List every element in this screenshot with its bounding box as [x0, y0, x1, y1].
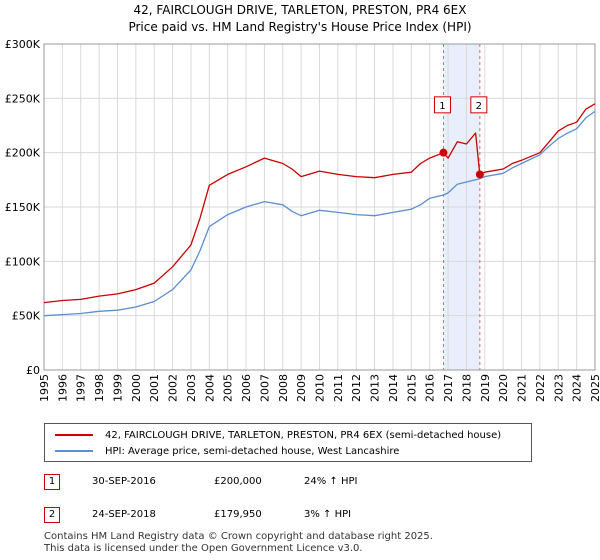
- x-tick-label: 2012: [350, 374, 363, 402]
- y-tick-label: £100K: [5, 255, 41, 268]
- x-tick-label: 2025: [589, 374, 600, 402]
- sale-hpi-change: 3% ↑ HPI: [304, 509, 352, 520]
- footer-licence: This data is licensed under the Open Gov…: [44, 543, 363, 554]
- legend-item-property: 42, FAIRCLOUGH DRIVE, TARLETON, PRESTON,…: [55, 427, 501, 443]
- chart-legend: 42, FAIRCLOUGH DRIVE, TARLETON, PRESTON,…: [44, 423, 532, 462]
- sale-label-text: 2: [476, 101, 482, 112]
- y-tick-label: £150K: [5, 201, 41, 214]
- sale-point: [475, 170, 484, 179]
- sale-label-text: 1: [439, 101, 445, 112]
- x-tick-label: 1998: [93, 374, 106, 402]
- x-tick-label: 2007: [258, 374, 271, 402]
- x-tick-label: 2005: [222, 374, 235, 402]
- x-tick-label: 2008: [277, 374, 290, 402]
- chart-subtitle: Price paid vs. HM Land Registry's House …: [128, 20, 472, 34]
- x-tick-label: 2017: [442, 374, 455, 402]
- x-tick-label: 2010: [314, 374, 327, 402]
- x-tick-label: 2009: [295, 374, 308, 402]
- x-tick-label: 2018: [460, 374, 473, 402]
- x-tick-label: 1995: [38, 374, 51, 402]
- sale-badge: 1: [44, 474, 60, 490]
- chart-title: 42, FAIRCLOUGH DRIVE, TARLETON, PRESTON,…: [133, 3, 467, 17]
- y-tick-label: £50K: [12, 310, 41, 323]
- property-price-line: [43, 103, 596, 304]
- sale-label-box: [470, 96, 488, 114]
- legend-label-property: 42, FAIRCLOUGH DRIVE, TARLETON, PRESTON,…: [105, 429, 502, 441]
- x-tick-label: 2011: [332, 374, 345, 402]
- x-tick-label: 1999: [111, 374, 124, 402]
- x-tick-label: 2016: [424, 374, 437, 402]
- x-tick-label: 2013: [369, 374, 382, 402]
- x-tick-label: 2022: [534, 374, 547, 402]
- x-tick-label: 2003: [185, 374, 198, 402]
- sale-label-box: [433, 96, 451, 114]
- x-tick-label: 1997: [75, 374, 88, 402]
- x-tick-label: 2023: [552, 374, 565, 402]
- sale-date: 30-SEP-2016: [92, 476, 156, 487]
- footer-copyright: Contains HM Land Registry data © Crown c…: [44, 531, 433, 542]
- sale-price: £179,950: [214, 509, 262, 520]
- x-tick-label: 2004: [203, 374, 216, 402]
- x-tick-label: 2002: [167, 374, 180, 402]
- y-tick-label: £250K: [5, 92, 41, 105]
- y-tick-label: £300K: [5, 38, 41, 51]
- y-tick-label: £0: [26, 364, 40, 377]
- y-tick-label: £200K: [5, 147, 41, 160]
- legend-swatch-property: [55, 434, 93, 436]
- sale-point: [439, 148, 448, 157]
- x-tick-label: 2001: [148, 374, 161, 402]
- x-tick-label: 2019: [479, 374, 492, 402]
- x-tick-label: 2024: [571, 374, 584, 402]
- x-tick-label: 2006: [240, 374, 253, 402]
- x-tick-label: 2021: [516, 374, 529, 402]
- sale-hpi-change: 24% ↑ HPI: [304, 476, 358, 487]
- x-tick-label: 2000: [130, 374, 143, 402]
- x-tick-label: 2015: [405, 374, 418, 402]
- x-tick-label: 2014: [387, 374, 400, 402]
- sale-date: 24-SEP-2018: [92, 509, 156, 520]
- price-chart: £0 £50K £100K £150K £200K £250K £300K 1995 1996 1…: [5, 38, 600, 402]
- x-tick-label: 2020: [497, 374, 510, 402]
- legend-label-hpi: HPI: Average price, semi-detached house,…: [105, 445, 400, 457]
- plot-frame: [43, 43, 596, 371]
- sale-price: £200,000: [214, 476, 262, 487]
- legend-item-hpi: HPI: Average price, semi-detached house,…: [55, 443, 399, 459]
- legend-swatch-hpi: [55, 450, 93, 452]
- x-tick-label: 1996: [56, 374, 69, 402]
- hpi-line: [43, 110, 596, 317]
- sale-badge: 2: [44, 507, 60, 523]
